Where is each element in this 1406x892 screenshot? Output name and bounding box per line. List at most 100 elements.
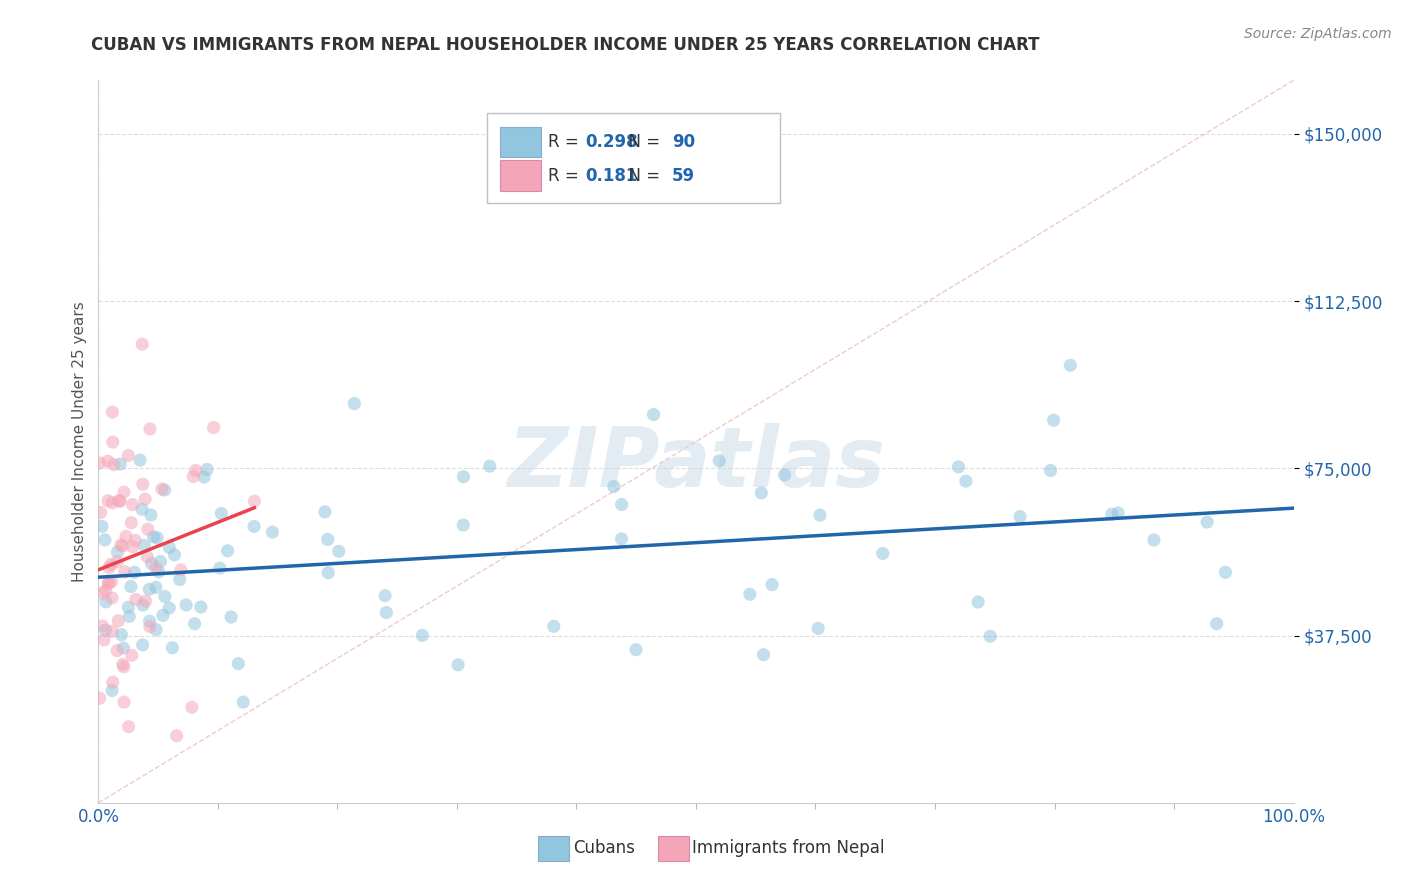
Point <box>139 422 162 436</box>
Point <box>180 700 202 714</box>
Point <box>181 469 204 483</box>
Point <box>411 628 433 642</box>
Point <box>872 546 894 560</box>
Text: 0.298: 0.298 <box>585 133 637 151</box>
Point <box>157 541 180 555</box>
Point <box>453 469 475 483</box>
Point <box>219 610 242 624</box>
Point <box>134 538 156 552</box>
Point <box>100 558 122 572</box>
Point <box>328 544 350 558</box>
Point <box>141 557 163 571</box>
Point <box>138 614 160 628</box>
Point <box>808 508 831 522</box>
Point <box>1039 463 1062 477</box>
Point <box>124 566 146 580</box>
Text: Cubans: Cubans <box>572 839 634 857</box>
Point <box>91 519 114 533</box>
Point <box>232 695 254 709</box>
Point <box>169 573 191 587</box>
Point <box>107 614 129 628</box>
Point <box>91 586 114 600</box>
Point <box>132 477 155 491</box>
Point <box>112 695 135 709</box>
Point <box>603 479 626 493</box>
Y-axis label: Householder Income Under 25 years: Householder Income Under 25 years <box>72 301 87 582</box>
FancyBboxPatch shape <box>658 836 689 861</box>
Point <box>153 483 176 497</box>
Point <box>112 485 135 500</box>
Point <box>752 648 775 662</box>
Text: Immigrants from Nepal: Immigrants from Nepal <box>692 839 884 857</box>
Point <box>447 657 470 672</box>
Point <box>316 566 339 580</box>
Point <box>98 560 121 574</box>
Point <box>110 457 132 471</box>
Point <box>453 518 475 533</box>
Point <box>1059 359 1081 373</box>
Point <box>97 577 120 591</box>
Point <box>163 548 186 562</box>
Point <box>105 555 128 569</box>
Point <box>202 420 225 434</box>
Point <box>142 530 165 544</box>
Point <box>101 435 124 450</box>
Point <box>153 590 176 604</box>
Point <box>124 533 146 548</box>
Point <box>145 580 167 594</box>
Point <box>375 606 398 620</box>
Point <box>145 561 167 575</box>
Point <box>1215 566 1237 580</box>
Point <box>112 660 135 674</box>
Point <box>1205 616 1227 631</box>
FancyBboxPatch shape <box>501 161 541 191</box>
Text: N =: N = <box>619 167 665 185</box>
Point <box>610 532 633 546</box>
Point <box>103 458 125 472</box>
Point <box>110 538 132 552</box>
Text: 90: 90 <box>672 133 695 151</box>
Point <box>108 493 131 508</box>
Point <box>110 627 132 641</box>
Point <box>131 337 153 351</box>
Point <box>190 600 212 615</box>
Point <box>101 683 124 698</box>
Point <box>709 454 731 468</box>
Point <box>184 463 207 477</box>
Text: Source: ZipAtlas.com: Source: ZipAtlas.com <box>1244 27 1392 41</box>
Point <box>107 545 129 559</box>
Text: R =: R = <box>548 133 583 151</box>
Point <box>162 640 184 655</box>
Point <box>773 467 796 482</box>
Point <box>93 632 115 647</box>
Point <box>316 533 339 547</box>
FancyBboxPatch shape <box>538 836 569 861</box>
Point <box>101 405 124 419</box>
Point <box>94 595 117 609</box>
Point <box>967 595 990 609</box>
Text: ZIPatlas: ZIPatlas <box>508 423 884 504</box>
Point <box>195 462 218 476</box>
Point <box>148 565 170 579</box>
Text: 59: 59 <box>672 167 695 185</box>
Point <box>131 638 153 652</box>
Point <box>749 486 772 500</box>
Point <box>139 619 162 633</box>
Point <box>129 453 152 467</box>
Point <box>374 589 396 603</box>
Point <box>150 482 173 496</box>
Point <box>136 522 159 536</box>
Point <box>94 624 117 638</box>
Point <box>807 622 830 636</box>
Point <box>91 619 114 633</box>
Point <box>183 616 205 631</box>
Point <box>761 577 783 591</box>
Point <box>120 580 142 594</box>
Point <box>1010 509 1032 524</box>
Point <box>174 598 197 612</box>
Point <box>149 555 172 569</box>
Point <box>89 456 111 470</box>
Point <box>1197 515 1219 529</box>
Point <box>112 641 135 656</box>
Point <box>152 608 174 623</box>
